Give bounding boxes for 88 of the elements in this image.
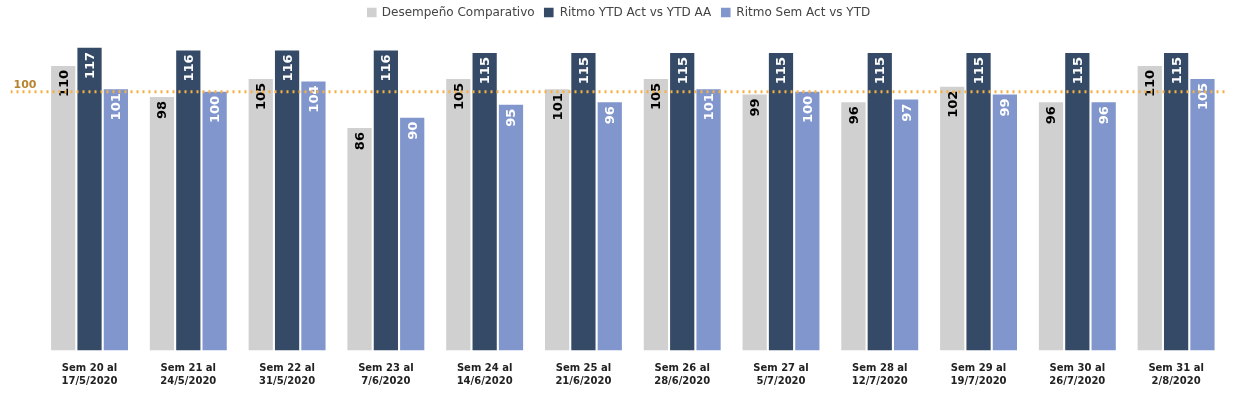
bar: [1038, 102, 1064, 351]
bar: [1091, 102, 1116, 351]
bar: [446, 78, 471, 351]
bar: [202, 91, 227, 351]
x-tick-label: Sem 22 al 31/5/2020: [259, 361, 316, 386]
x-tick-label: Sem 30 al 26/7/2020: [1049, 361, 1106, 386]
data-label: 96: [1096, 106, 1112, 125]
x-tick-label: Sem 21 al 24/5/2020: [160, 361, 217, 386]
x-tick-label: Sem 23 al 7/6/2020: [358, 361, 414, 386]
bar: [347, 128, 372, 351]
legend-label: Desempeño Comparativo: [381, 5, 535, 19]
bar: [571, 53, 596, 351]
bar: [893, 99, 919, 351]
data-label: 99: [747, 98, 763, 117]
ref-line-label: 100: [13, 77, 37, 91]
bar: [742, 94, 767, 351]
legend-label: Ritmo Sem Act vs YTD: [736, 5, 871, 19]
data-label: 116: [180, 54, 196, 82]
x-tick-label: Sem 27 al 5/7/2020: [753, 361, 809, 386]
data-label: 95: [503, 108, 519, 127]
bar: [940, 86, 965, 351]
bar: [51, 65, 76, 351]
bar: [77, 47, 102, 351]
bar: [795, 91, 820, 351]
data-label: 100: [799, 95, 815, 123]
data-label: 115: [1069, 57, 1085, 85]
bar: [597, 102, 622, 351]
x-tick-label: Sem 24 al 14/6/2020: [456, 361, 513, 386]
x-tick-label: Sem 20 al 17/5/2020: [61, 361, 118, 386]
data-label: 115: [575, 57, 591, 85]
data-label: 104: [305, 85, 321, 113]
bar: [176, 50, 201, 351]
data-label: 115: [674, 57, 690, 85]
legend-label: Ritmo YTD Act vs YTD AA: [559, 5, 712, 19]
data-label: 96: [602, 106, 618, 125]
bar: [498, 104, 524, 351]
data-label: 101: [701, 93, 717, 121]
data-label: 115: [1168, 57, 1184, 85]
x-tick-label: Sem 25 al 21/6/2020: [555, 361, 612, 386]
x-tick-label: Sem 26 al 28/6/2020: [654, 361, 711, 386]
bar: [1137, 65, 1162, 351]
bar: [373, 50, 398, 351]
data-label: 117: [82, 51, 98, 79]
x-tick-label: Sem 29 al 19/7/2020: [950, 361, 1007, 386]
data-label: 105: [450, 82, 466, 111]
bar: [274, 50, 300, 351]
data-label: 97: [898, 103, 914, 122]
data-label: 96: [845, 106, 861, 125]
bar: [768, 53, 794, 351]
data-label: 100: [207, 95, 223, 123]
bar: [103, 89, 128, 351]
data-label: 105: [253, 82, 269, 111]
data-label: 115: [773, 57, 789, 85]
bar: [544, 89, 570, 351]
data-label: 99: [997, 98, 1013, 117]
data-label: 116: [279, 54, 295, 82]
data-label: 116: [378, 54, 394, 82]
bar: [643, 78, 668, 351]
data-label: 110: [1142, 69, 1158, 98]
bar: [1163, 53, 1189, 351]
data-label: 98: [154, 101, 170, 120]
bar: [867, 53, 892, 351]
data-label: 110: [55, 69, 71, 98]
bar: [248, 78, 273, 351]
bar: [841, 102, 866, 351]
data-label: 115: [477, 57, 493, 85]
data-label: 101: [108, 93, 124, 121]
data-label: 105: [1194, 82, 1210, 111]
bar: [472, 53, 497, 351]
data-label: 101: [549, 93, 565, 121]
x-tick-label: Sem 28 al 12/7/2020: [851, 361, 908, 386]
bar: [400, 117, 425, 351]
data-label: 96: [1043, 106, 1059, 125]
bar: [992, 94, 1018, 351]
data-label: 115: [971, 57, 987, 85]
data-label: 105: [648, 82, 664, 111]
data-label: 115: [872, 57, 888, 85]
bar: [1190, 78, 1215, 351]
bar: [966, 53, 991, 351]
data-label: 86: [352, 132, 368, 151]
bar: [696, 89, 721, 351]
bar: [301, 81, 326, 351]
data-label: 102: [944, 90, 960, 118]
data-label: 90: [404, 121, 420, 140]
x-tick-label: Sem 31 al 2/8/2020: [1148, 361, 1204, 386]
bar: [670, 53, 695, 351]
bar: [149, 97, 175, 351]
bar: [1065, 53, 1090, 351]
